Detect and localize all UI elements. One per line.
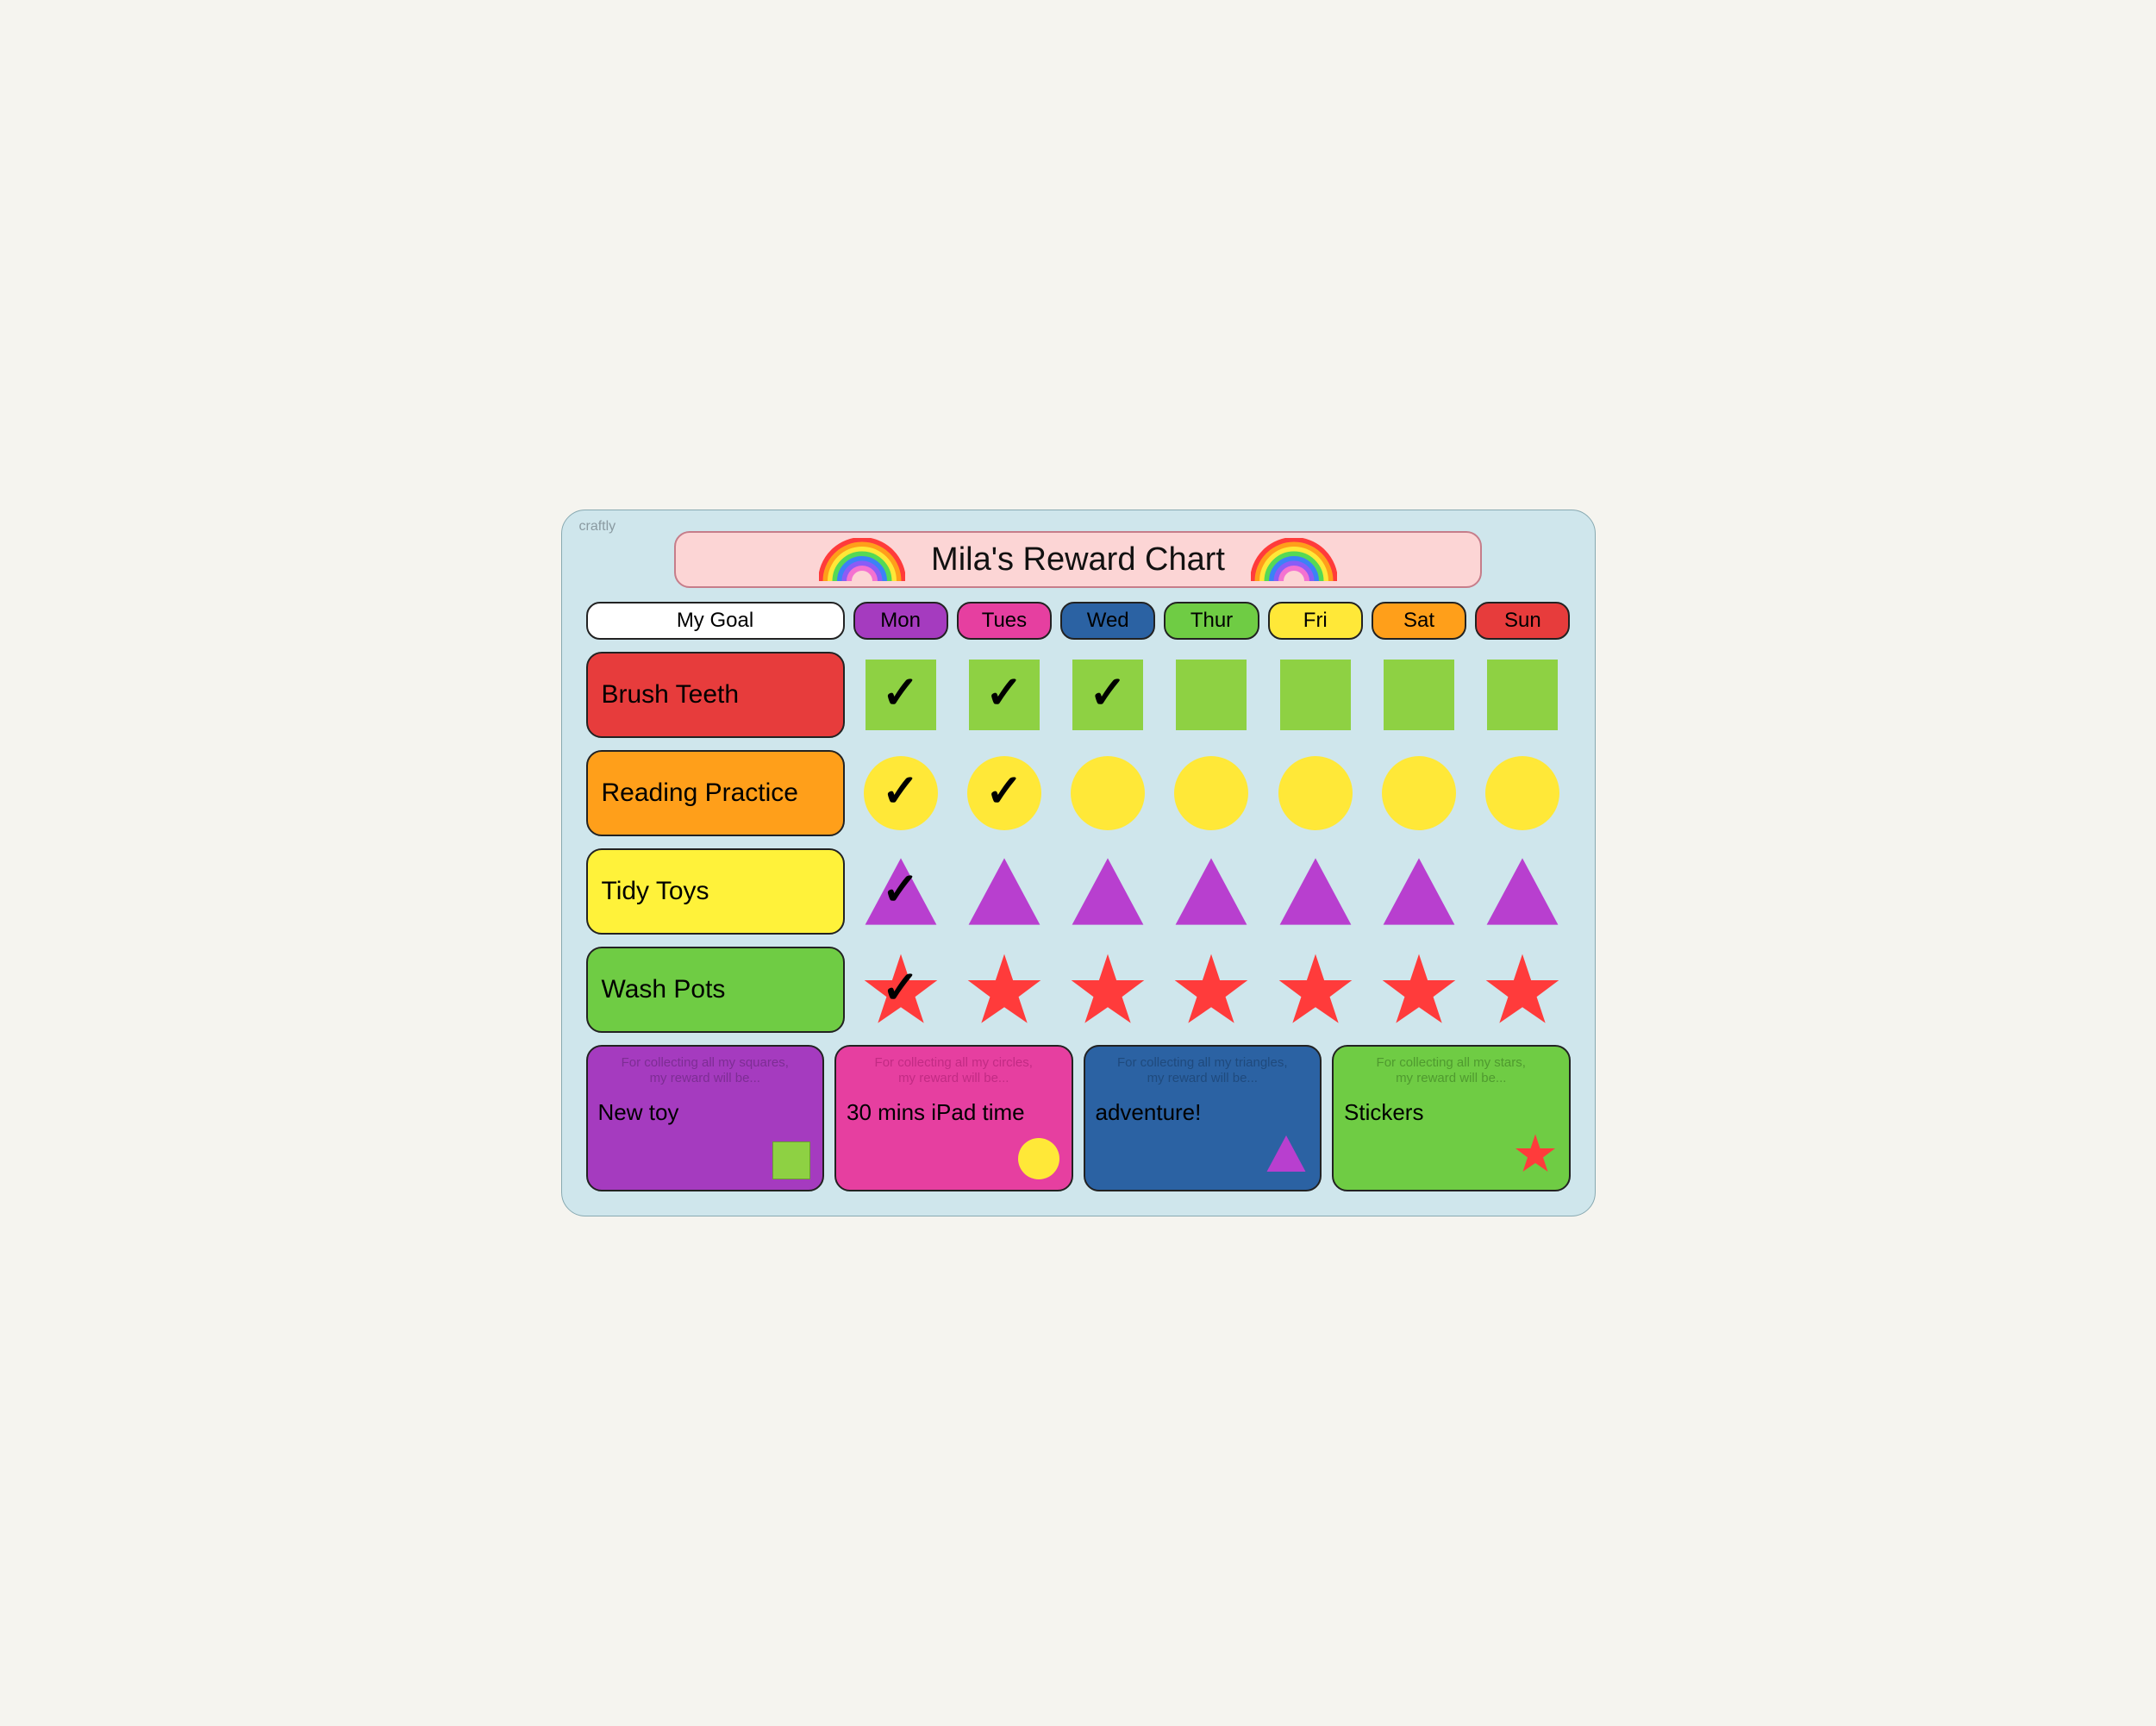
goal-cell[interactable]: ✓ <box>853 948 948 1031</box>
day-header: Wed <box>1060 602 1155 640</box>
day-header: Mon <box>853 602 948 640</box>
day-header: Sun <box>1475 602 1570 640</box>
goal-label: Reading Practice <box>586 750 845 836</box>
goal-row: Brush Teeth ✓ ✓ ✓ <box>586 652 1571 738</box>
goal-label: Brush Teeth <box>586 652 845 738</box>
day-header: Thur <box>1164 602 1259 640</box>
star-icon <box>1379 950 1459 1029</box>
rainbow-icon <box>819 538 905 581</box>
goal-cell[interactable] <box>1372 752 1466 835</box>
circle-icon <box>1382 756 1456 830</box>
reward-text: adventure! <box>1096 1100 1310 1126</box>
circle-icon <box>1071 756 1145 830</box>
check-icon: ✓ <box>882 962 920 1014</box>
goal-label: Tidy Toys <box>586 848 845 935</box>
goal-cell[interactable]: ✓ <box>853 752 948 835</box>
goal-row: Wash Pots ✓ <box>586 947 1571 1033</box>
circle-icon <box>1278 756 1353 830</box>
goal-cell[interactable] <box>1372 948 1466 1031</box>
reward-card: For collecting all my circles,my reward … <box>834 1045 1073 1191</box>
goal-cell[interactable] <box>1268 654 1363 736</box>
goal-cell[interactable]: ✓ <box>853 654 948 736</box>
goal-cell[interactable] <box>1268 850 1363 933</box>
goal-cell[interactable] <box>1372 654 1466 736</box>
triangle-icon <box>965 852 1044 931</box>
reward-caption: For collecting all my triangles,my rewar… <box>1096 1055 1310 1086</box>
goal-cell[interactable] <box>1060 948 1155 1031</box>
my-goal-header: My Goal <box>586 602 845 640</box>
reward-shape <box>1514 1132 1557 1179</box>
square-icon <box>1487 660 1558 730</box>
reward-caption: For collecting all my circles,my reward … <box>847 1055 1061 1086</box>
triangle-icon <box>1483 852 1562 931</box>
circle-icon <box>1485 756 1559 830</box>
reward-shape <box>1018 1138 1059 1179</box>
goal-cell[interactable] <box>1060 752 1155 835</box>
goal-cell[interactable] <box>957 948 1052 1031</box>
goal-cell[interactable] <box>1475 850 1570 933</box>
goal-cell[interactable]: ✓ <box>853 850 948 933</box>
reward-caption: For collecting all my squares,my reward … <box>598 1055 813 1086</box>
goal-cell[interactable] <box>1475 948 1570 1031</box>
check-icon: ✓ <box>1089 667 1127 719</box>
title-bar: Mila's Reward Chart <box>674 531 1481 588</box>
rainbow-icon <box>1251 538 1337 581</box>
goal-cell[interactable]: ✓ <box>957 752 1052 835</box>
chart-title: Mila's Reward Chart <box>931 541 1225 578</box>
square-icon <box>1280 660 1351 730</box>
reward-caption: For collecting all my stars,my reward wi… <box>1344 1055 1559 1086</box>
goal-label: Wash Pots <box>586 947 845 1033</box>
goal-cell[interactable] <box>1268 752 1363 835</box>
reward-text: 30 mins iPad time <box>847 1100 1061 1126</box>
day-header: Tues <box>957 602 1052 640</box>
star-icon <box>1276 950 1355 1029</box>
goal-cell[interactable] <box>1475 752 1570 835</box>
goal-cell[interactable] <box>1164 752 1259 835</box>
check-icon: ✓ <box>985 667 1023 719</box>
triangle-icon <box>1172 852 1251 931</box>
reward-text: New toy <box>598 1100 813 1126</box>
goal-cell[interactable]: ✓ <box>1060 654 1155 736</box>
star-icon <box>1483 950 1562 1029</box>
reward-card: For collecting all my squares,my reward … <box>586 1045 825 1191</box>
goal-cell[interactable] <box>957 850 1052 933</box>
goals-container: Brush Teeth✓✓✓Reading Practice✓✓Tidy Toy… <box>586 652 1571 1033</box>
goal-cell[interactable] <box>1475 654 1570 736</box>
triangle-icon <box>1068 852 1147 931</box>
goal-cell[interactable] <box>1164 850 1259 933</box>
goal-cell[interactable] <box>1268 948 1363 1031</box>
check-icon: ✓ <box>985 766 1023 817</box>
day-header: Fri <box>1268 602 1363 640</box>
goal-cell[interactable] <box>1372 850 1466 933</box>
check-icon: ✓ <box>882 667 920 719</box>
goal-cell[interactable] <box>1164 948 1259 1031</box>
check-icon: ✓ <box>882 766 920 817</box>
star-icon <box>1068 950 1147 1029</box>
reward-card: For collecting all my stars,my reward wi… <box>1332 1045 1571 1191</box>
reward-card: For collecting all my triangles,my rewar… <box>1084 1045 1322 1191</box>
square-icon <box>1176 660 1247 730</box>
square-icon <box>1384 660 1454 730</box>
header-row: My Goal MonTuesWedThurFriSatSun <box>586 602 1571 640</box>
day-header: Sat <box>1372 602 1466 640</box>
reward-text: Stickers <box>1344 1100 1559 1126</box>
reward-chart-board: craftly Mila's Reward Chart My Goal MonT… <box>561 510 1596 1216</box>
triangle-icon <box>1379 852 1459 931</box>
goal-cell[interactable]: ✓ <box>957 654 1052 736</box>
triangle-icon <box>1276 852 1355 931</box>
circle-icon <box>1174 756 1248 830</box>
goal-row: Reading Practice ✓ ✓ <box>586 750 1571 836</box>
brand-label: craftly <box>579 519 616 535</box>
reward-shape <box>772 1141 810 1179</box>
reward-shape <box>1265 1132 1308 1179</box>
star-icon <box>965 950 1044 1029</box>
rewards-row: For collecting all my squares,my reward … <box>586 1045 1571 1191</box>
goal-cell[interactable] <box>1060 850 1155 933</box>
check-icon: ✓ <box>882 864 920 916</box>
goal-row: Tidy Toys ✓ <box>586 848 1571 935</box>
goal-cell[interactable] <box>1164 654 1259 736</box>
star-icon <box>1172 950 1251 1029</box>
